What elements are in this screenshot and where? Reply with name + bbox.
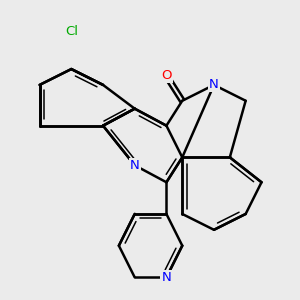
Text: Cl: Cl [65, 25, 78, 38]
Text: N: N [209, 78, 219, 92]
Text: N: N [161, 271, 171, 284]
Text: N: N [130, 159, 140, 172]
Text: O: O [161, 69, 172, 82]
